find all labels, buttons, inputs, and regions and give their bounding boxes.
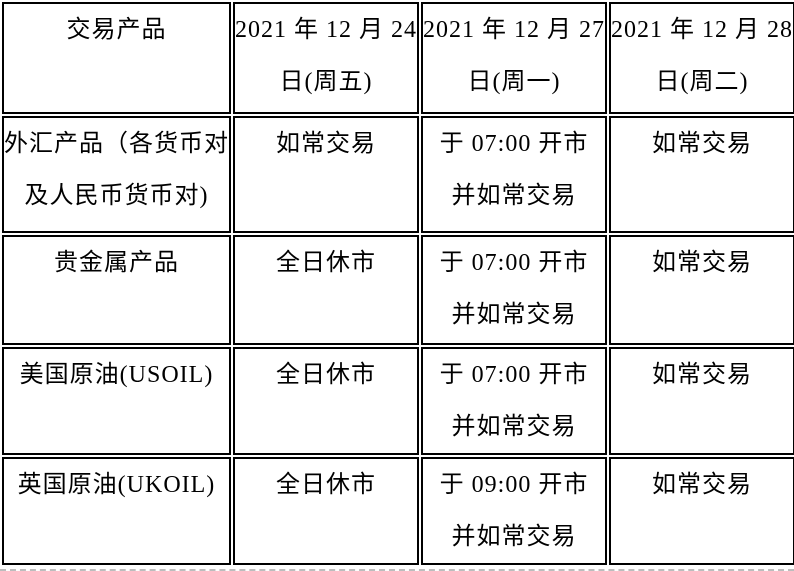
cell-usoil-dec28: 如常交易 bbox=[609, 347, 794, 455]
cell-metals-product: 贵金属产品 bbox=[2, 235, 231, 345]
cell-forex-dec24: 如常交易 bbox=[233, 116, 419, 233]
cell-usoil-dec24: 全日休市 bbox=[233, 347, 419, 455]
header-trading-product: 交易产品 bbox=[2, 2, 231, 114]
cell-usoil-product: 美国原油(USOIL) bbox=[2, 347, 231, 455]
table-row-ukoil: 英国原油(UKOIL) 全日休市 于 09:00 开市 并如常交易 如常交易 bbox=[2, 457, 794, 565]
cell-metals-dec28: 如常交易 bbox=[609, 235, 794, 345]
header-date-dec28: 2021 年 12 月 28 日(周二) bbox=[609, 2, 794, 114]
header-date-dec27: 2021 年 12 月 27 日(周一) bbox=[421, 2, 607, 114]
table-row-usoil: 美国原油(USOIL) 全日休市 于 07:00 开市 并如常交易 如常交易 bbox=[2, 347, 794, 455]
cell-ukoil-product: 英国原油(UKOIL) bbox=[2, 457, 231, 565]
cell-metals-dec24: 全日休市 bbox=[233, 235, 419, 345]
cell-forex-dec28: 如常交易 bbox=[609, 116, 794, 233]
cell-forex-dec27: 于 07:00 开市 并如常交易 bbox=[421, 116, 607, 233]
table-row-precious-metals: 贵金属产品 全日休市 于 07:00 开市 并如常交易 如常交易 bbox=[2, 235, 794, 345]
cell-ukoil-dec24: 全日休市 bbox=[233, 457, 419, 565]
header-date-dec24: 2021 年 12 月 24 日(周五) bbox=[233, 2, 419, 114]
cell-usoil-dec27: 于 07:00 开市 并如常交易 bbox=[421, 347, 607, 455]
cell-ukoil-dec27: 于 09:00 开市 并如常交易 bbox=[421, 457, 607, 565]
cell-metals-dec27: 于 07:00 开市 并如常交易 bbox=[421, 235, 607, 345]
table-header-row: 交易产品 2021 年 12 月 24 日(周五) 2021 年 12 月 27… bbox=[2, 2, 794, 114]
cell-ukoil-dec28: 如常交易 bbox=[609, 457, 794, 565]
cell-forex-product: 外汇产品（各货币对 及人民币货币对) bbox=[2, 116, 231, 233]
table-row-forex: 外汇产品（各货币对 及人民币货币对) 如常交易 于 07:00 开市 并如常交易… bbox=[2, 116, 794, 233]
